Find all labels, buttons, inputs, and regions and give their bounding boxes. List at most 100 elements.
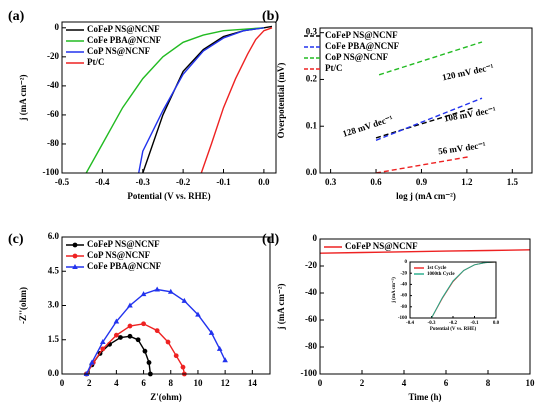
y-tick-label: -80 [400,305,407,310]
data-point [141,321,146,327]
data-point [142,348,148,354]
x-tick-label: 12 [221,378,231,388]
data-point [208,329,215,335]
plot-frame [319,27,533,174]
annotation: 108 mV dec⁻¹ [443,105,497,124]
data-point [146,360,152,365]
data-line [320,249,530,254]
y-tick-label: -60 [47,109,59,119]
y-tick-label: 0.0 [48,368,60,378]
legend-label: CoFeP NS@NCNF [325,30,398,40]
data-line [138,27,264,173]
data-line [375,155,471,173]
x-tick-label: 0 [318,378,323,388]
data-point [127,302,133,308]
y-tick-label: -60 [400,294,407,299]
x-tick-label: 8 [486,378,491,388]
x-tick-label: -0.4 [406,321,414,326]
data-point [135,337,141,343]
y-tick-label: 3.0 [48,300,60,310]
data-line [85,27,264,173]
x-tick-label: 14 [248,378,258,388]
legend-label: CoFe PBA@NCNF [87,35,162,45]
panel-label: (d) [262,232,279,247]
y-tick-label: 6.0 [48,231,60,241]
x-tick-label: 2 [87,378,92,388]
y-tick-label: 1.5 [48,334,60,344]
data-point [180,364,186,370]
data-point [100,346,106,352]
y-tick-label: -100 [43,167,60,177]
x-tick-label: 0.3 [325,177,337,187]
x-tick-label: 2 [360,378,365,388]
legend-marker [72,264,78,269]
x-tick-label: 6 [444,378,449,388]
data-point [140,291,147,297]
x-tick-label: 4 [114,378,119,388]
y-tick-label: -40 [400,283,407,288]
x-tick-label: 0 [60,378,65,388]
x-tick-label: -0.3 [136,177,151,187]
data-point [154,286,160,292]
y-tick-label: -20 [47,51,59,61]
x-axis-label: Time (h) [408,392,441,402]
legend-label: CoP NS@NCNF [87,250,151,260]
x-tick-label: -0.2 [176,177,191,187]
y-tick-label: -60 [305,314,317,324]
data-point [167,288,174,294]
legend-label: 1000th Cycle [427,272,455,277]
legend-label: 1st Cycle [427,266,447,271]
x-tick-label: 0.9 [416,177,428,187]
legend-label: Pt/C [325,63,343,73]
y-tick-label: 0.1 [306,120,318,130]
plot-frame [61,21,277,174]
y-tick-label: 0 [405,260,408,265]
data-line [378,41,483,76]
data-point [195,311,201,317]
y-tick-label: -20 [305,260,317,270]
data-point [89,359,95,365]
x-axis-label: log j (mA cm⁻²) [396,191,456,201]
legend-label: CoFeP NS@NCNF [345,241,418,251]
y-axis-label: j (mA cm⁻²) [18,75,28,122]
x-tick-label: 0.0 [493,321,500,326]
legend-label: CoFeP NS@NCNF [87,239,160,249]
panel-label: (c) [8,232,24,247]
y-tick-label: 4.5 [48,265,60,275]
x-tick-label: 6 [141,378,146,388]
legend-label: CoFeP NS@NCNF [87,24,160,34]
x-axis-label: Potential (V vs. RHE) [430,327,477,332]
y-axis-label: -Z''(ohm) [18,287,28,324]
y-tick-label: 0 [55,22,60,32]
plot-frame [319,238,531,375]
y-tick-label: 0.3 [306,27,318,37]
x-axis-label: Potential (V vs. RHE) [127,191,210,201]
y-axis-label: Overpotential (mV) [276,63,286,139]
data-point [216,345,223,351]
y-tick-label: -80 [47,138,59,148]
legend-label: CoFe PBA@NCNF [325,41,400,51]
x-tick-label: -0.4 [95,177,110,187]
x-tick-label: 4 [402,378,407,388]
legend-marker [72,242,78,248]
legend-label: Pt/C [87,57,105,67]
data-line [375,106,475,139]
x-tick-label: -0.2 [449,321,457,326]
annotation: 120 mV dec⁻¹ [441,62,495,83]
data-point [165,339,171,345]
data-point [127,333,133,339]
panel-label: (b) [262,9,279,24]
y-tick-label: 0.2 [306,74,318,84]
x-tick-label: 0.0 [258,177,270,187]
x-tick-label: 10 [526,378,536,388]
x-tick-label: 8 [169,378,174,388]
plot-frame [61,236,271,375]
x-tick-label: 10 [193,378,203,388]
data-point [113,332,119,338]
annotation: 56 mV dec⁻¹ [438,140,487,157]
legend-label: CoFe PBA@NCNF [87,261,162,271]
data-point [127,323,133,329]
x-tick-label: -0.1 [216,177,231,187]
y-tick-label: -40 [305,287,317,297]
